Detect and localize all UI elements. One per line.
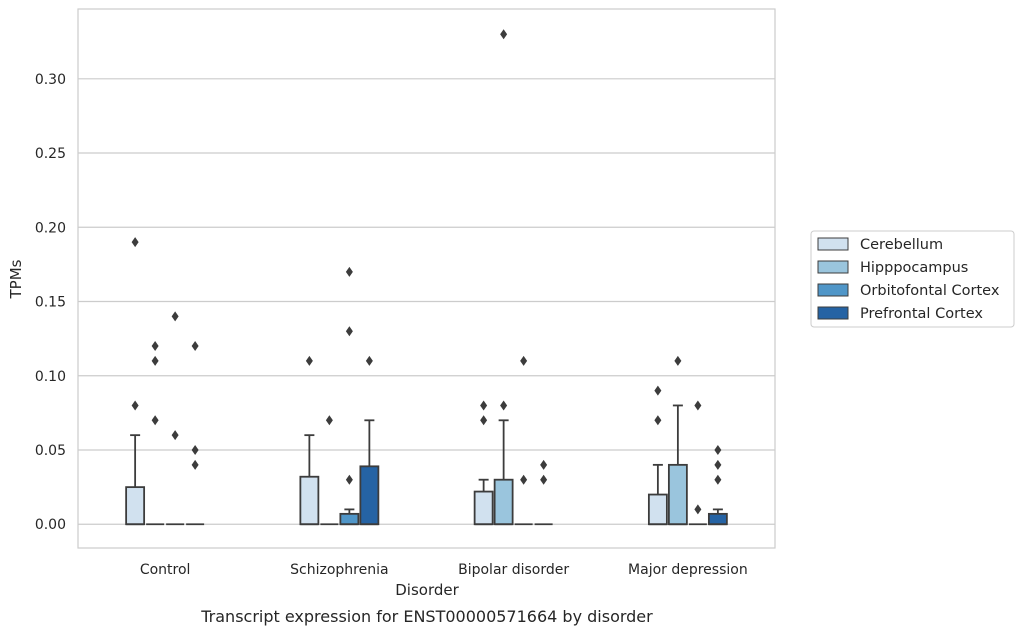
legend-items: Cerebellum Hipppocampus Orbitofontal Corte… bbox=[817, 237, 1000, 322]
y-tick-labels: 0.00 0.05 0.10 0.15 0.20 0.25 0.30 bbox=[35, 72, 66, 533]
y-tick-label: 0.25 bbox=[35, 146, 66, 162]
legend-frame bbox=[810, 230, 1015, 328]
outlier-point bbox=[305, 355, 313, 366]
box-0-2 bbox=[473, 400, 494, 526]
y-tick-label: 0.05 bbox=[35, 443, 66, 459]
outlier-point bbox=[714, 459, 722, 470]
legend-label: Hipppocampus bbox=[860, 260, 968, 276]
outlier-point bbox=[171, 311, 179, 322]
outlier-point bbox=[694, 400, 702, 411]
outlier-point bbox=[365, 355, 373, 366]
outlier-point bbox=[151, 415, 159, 426]
chart-caption: Transcript expression for ENST0000057166… bbox=[200, 607, 653, 626]
outlier-point bbox=[520, 355, 528, 366]
box-2-2 bbox=[514, 355, 533, 526]
legend-swatch bbox=[817, 306, 849, 320]
box-1-1 bbox=[320, 415, 339, 526]
box-rect bbox=[473, 490, 494, 526]
y-axis-label: TPMs bbox=[7, 259, 25, 299]
outlier-point bbox=[654, 415, 662, 426]
box-rect bbox=[647, 493, 668, 526]
outlier-point bbox=[191, 341, 199, 352]
outlier-point bbox=[540, 474, 548, 485]
outlier-point bbox=[151, 341, 159, 352]
outlier-point bbox=[714, 445, 722, 455]
x-tick-labels: Control Schizophrenia Bipolar disorder Majo… bbox=[140, 562, 748, 578]
legend-label: Prefrontal Cortex bbox=[860, 306, 983, 322]
box-2-3 bbox=[688, 400, 707, 526]
box-0-0 bbox=[125, 237, 146, 526]
plot-frame bbox=[77, 8, 776, 549]
outlier-point bbox=[171, 430, 179, 441]
box-rect bbox=[339, 512, 360, 526]
outlier-point bbox=[191, 459, 199, 470]
outlier-point bbox=[540, 459, 548, 470]
box-2-1 bbox=[339, 266, 360, 526]
outlier-point bbox=[500, 29, 508, 40]
y-tick-label: 0.20 bbox=[35, 220, 66, 236]
boxes-layer bbox=[125, 29, 728, 526]
outlier-point bbox=[480, 415, 488, 426]
outlier-point bbox=[345, 266, 353, 277]
outlier-point bbox=[674, 355, 682, 366]
box-3-3 bbox=[707, 445, 728, 526]
y-tick-label: 0.15 bbox=[35, 295, 66, 311]
outlier-point bbox=[480, 400, 488, 411]
x-tick-label: Schizophrenia bbox=[290, 562, 388, 578]
box-0-3 bbox=[647, 385, 668, 526]
box-rect bbox=[299, 475, 320, 526]
outlier-point bbox=[131, 400, 139, 411]
box-1-3 bbox=[667, 355, 688, 526]
legend-swatch bbox=[817, 260, 849, 274]
box-3-1 bbox=[359, 355, 380, 526]
box-rect bbox=[667, 463, 688, 526]
box-3-2 bbox=[534, 459, 553, 526]
box-2-0 bbox=[166, 311, 185, 526]
legend-label: Cerebellum bbox=[860, 237, 943, 253]
legend-swatch bbox=[817, 237, 849, 251]
y-tick-label: 0.00 bbox=[35, 517, 66, 533]
box-rect bbox=[493, 478, 514, 526]
legend-label: Orbitofontal Cortex bbox=[860, 283, 1000, 299]
y-tick-label: 0.30 bbox=[35, 72, 66, 88]
grid-layer bbox=[78, 78, 775, 525]
box-rect bbox=[125, 486, 146, 526]
outlier-point bbox=[345, 474, 353, 485]
box-1-0 bbox=[146, 341, 165, 526]
box-1-2 bbox=[493, 29, 514, 526]
outlier-point bbox=[325, 415, 333, 426]
box-rect bbox=[359, 465, 380, 526]
box-rect bbox=[707, 512, 728, 526]
x-tick-label: Major depression bbox=[628, 562, 748, 578]
legend-swatch bbox=[817, 283, 849, 297]
outlier-point bbox=[520, 474, 528, 485]
box-3-0 bbox=[186, 341, 205, 526]
x-tick-label: Control bbox=[140, 562, 191, 578]
y-tick-label: 0.10 bbox=[35, 369, 66, 385]
outlier-point bbox=[151, 355, 159, 366]
legend: Cerebellum Hipppocampus Orbitofontal Corte… bbox=[810, 230, 1015, 328]
box-0-1 bbox=[299, 355, 320, 526]
outlier-point bbox=[654, 385, 662, 396]
outlier-point bbox=[345, 326, 353, 337]
outlier-point bbox=[714, 474, 722, 485]
outlier-point bbox=[694, 504, 702, 515]
outlier-point bbox=[191, 445, 199, 455]
x-tick-label: Bipolar disorder bbox=[458, 562, 569, 578]
outlier-point bbox=[131, 237, 139, 248]
outlier-point bbox=[500, 400, 508, 411]
x-axis-label: Disorder bbox=[395, 581, 459, 599]
